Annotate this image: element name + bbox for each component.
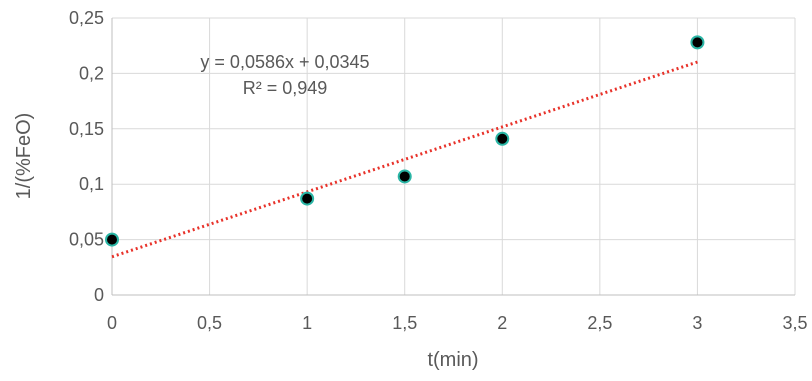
data-point bbox=[690, 35, 705, 50]
axes bbox=[111, 18, 795, 296]
x-tick-label: 1,5 bbox=[392, 313, 417, 333]
y-tick-labels: 0 0,05 0,1 0,15 0,2 0,25 bbox=[69, 8, 104, 305]
gridlines bbox=[112, 17, 796, 295]
data-point bbox=[397, 169, 412, 184]
y-tick-label: 0,2 bbox=[79, 63, 104, 83]
y-tick-label: 0 bbox=[94, 285, 104, 305]
x-tick-label: 0 bbox=[107, 313, 117, 333]
trendline-equation: y = 0,0586x + 0,0345 bbox=[200, 52, 369, 72]
x-tick-label: 0,5 bbox=[197, 313, 222, 333]
x-tick-label: 3,5 bbox=[782, 313, 807, 333]
trendline-r-squared: R² = 0,949 bbox=[243, 78, 328, 98]
y-axis-title: 1/(%FeO) bbox=[13, 113, 35, 200]
y-tick-label: 0,15 bbox=[69, 119, 104, 139]
y-tick-label: 0,25 bbox=[69, 8, 104, 28]
x-tick-label: 1 bbox=[302, 313, 312, 333]
y-tick-label: 0,05 bbox=[69, 230, 104, 250]
data-point bbox=[495, 131, 510, 146]
x-tick-label: 2,5 bbox=[587, 313, 612, 333]
x-tick-label: 2 bbox=[497, 313, 507, 333]
x-tick-label: 3 bbox=[692, 313, 702, 333]
data-point bbox=[105, 232, 119, 247]
data-point bbox=[300, 191, 315, 206]
x-axis-title: t(min) bbox=[427, 349, 478, 371]
data-points bbox=[105, 35, 705, 247]
y-tick-label: 0,1 bbox=[79, 174, 104, 194]
x-tick-labels: 0 0,5 1 1,5 2 2,5 3 3,5 bbox=[107, 313, 808, 333]
